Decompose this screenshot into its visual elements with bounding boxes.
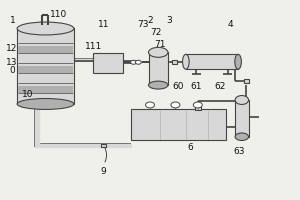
Text: 9: 9 [101, 167, 106, 176]
Text: 63: 63 [234, 147, 245, 156]
Ellipse shape [182, 54, 189, 69]
Bar [18, 66, 73, 73]
Ellipse shape [17, 22, 74, 35]
Text: 72: 72 [150, 28, 162, 37]
Text: 73: 73 [137, 20, 148, 29]
Bar [244, 79, 249, 83]
Bar [172, 60, 178, 64]
Bar [93, 53, 123, 73]
Bar [18, 56, 73, 63]
Text: 71: 71 [155, 40, 166, 49]
Ellipse shape [17, 99, 74, 109]
Text: 111: 111 [85, 42, 102, 51]
Text: 0: 0 [9, 66, 15, 75]
Text: 110: 110 [50, 10, 68, 19]
Circle shape [130, 60, 136, 64]
Ellipse shape [235, 96, 248, 104]
Bar [235, 100, 248, 137]
Text: 60: 60 [172, 82, 184, 91]
Bar [17, 28, 74, 104]
Text: 4: 4 [228, 20, 233, 29]
Text: 3: 3 [167, 16, 172, 25]
Text: 1: 1 [10, 16, 16, 25]
Bar [101, 144, 106, 147]
Text: 12: 12 [6, 44, 18, 53]
Text: 13: 13 [6, 58, 18, 67]
Ellipse shape [148, 47, 168, 57]
Circle shape [146, 102, 154, 108]
Text: 61: 61 [190, 82, 202, 91]
Bar [18, 76, 73, 83]
Circle shape [193, 102, 202, 108]
Bar [18, 36, 73, 43]
Text: 6: 6 [188, 143, 193, 152]
Ellipse shape [235, 133, 248, 141]
Bar [148, 52, 168, 85]
Circle shape [135, 60, 141, 64]
Text: 2: 2 [147, 16, 153, 25]
Bar [195, 106, 201, 110]
Bar [130, 109, 226, 140]
Bar [18, 86, 73, 93]
Bar [18, 46, 73, 53]
Text: 10: 10 [22, 90, 33, 99]
Ellipse shape [235, 54, 242, 69]
Text: 62: 62 [214, 82, 226, 91]
Ellipse shape [148, 81, 168, 89]
Text: 11: 11 [98, 20, 110, 29]
Bar [186, 54, 238, 69]
Circle shape [171, 102, 180, 108]
